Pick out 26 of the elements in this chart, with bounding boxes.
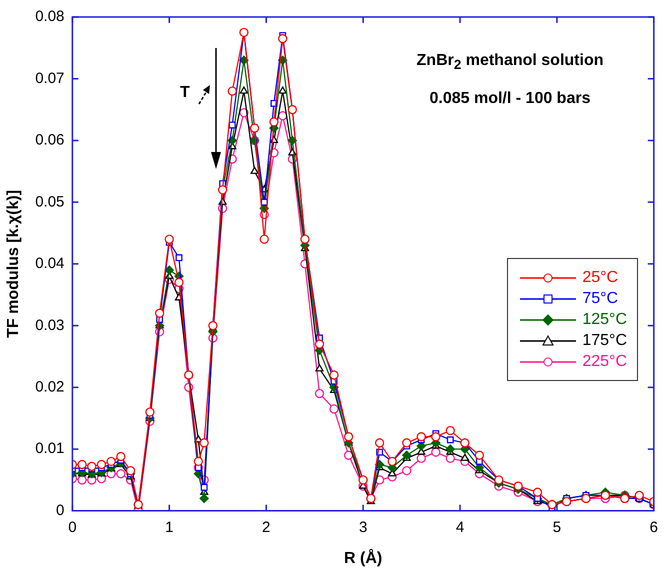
legend-label: 225°C bbox=[582, 352, 627, 370]
legend-label: 25°C bbox=[582, 268, 618, 286]
x-tick-label: 5 bbox=[552, 518, 562, 536]
y-tick-label: 0.05 bbox=[35, 193, 64, 210]
y-tick-label: 0.06 bbox=[35, 132, 64, 149]
text: 0.085 mol/l - 100 bars bbox=[428, 89, 592, 110]
x-tick-label: 3 bbox=[358, 518, 368, 536]
x-tick-label: 6 bbox=[650, 518, 658, 536]
x-axis-title: R (Å) bbox=[344, 548, 382, 567]
y-tick-label: 0.07 bbox=[35, 70, 64, 87]
y-tick-label: 0.01 bbox=[35, 440, 64, 458]
y-tick-label: 0.03 bbox=[35, 316, 64, 334]
y-tick-label: 0.02 bbox=[35, 378, 64, 396]
text: ZnBr$_{2}$ methanol solution bbox=[416, 51, 604, 74]
legend-label: 75°C bbox=[582, 290, 618, 308]
y-tick-label: 0 bbox=[56, 502, 64, 519]
x-tick-label: 0 bbox=[68, 518, 77, 536]
y-axis-title: TF modulus [k.χ(k)] bbox=[5, 190, 22, 338]
x-tick-label: 1 bbox=[165, 518, 174, 536]
x-tick-label: 2 bbox=[262, 518, 270, 536]
legend-label: 175°C bbox=[582, 332, 627, 350]
y-tick-label: 0.08 bbox=[35, 8, 64, 26]
x-tick-label: 4 bbox=[456, 518, 464, 536]
legend-label: 125°C bbox=[582, 310, 627, 328]
y-tick-label: 0.04 bbox=[35, 255, 64, 272]
annotation: T bbox=[180, 84, 190, 102]
